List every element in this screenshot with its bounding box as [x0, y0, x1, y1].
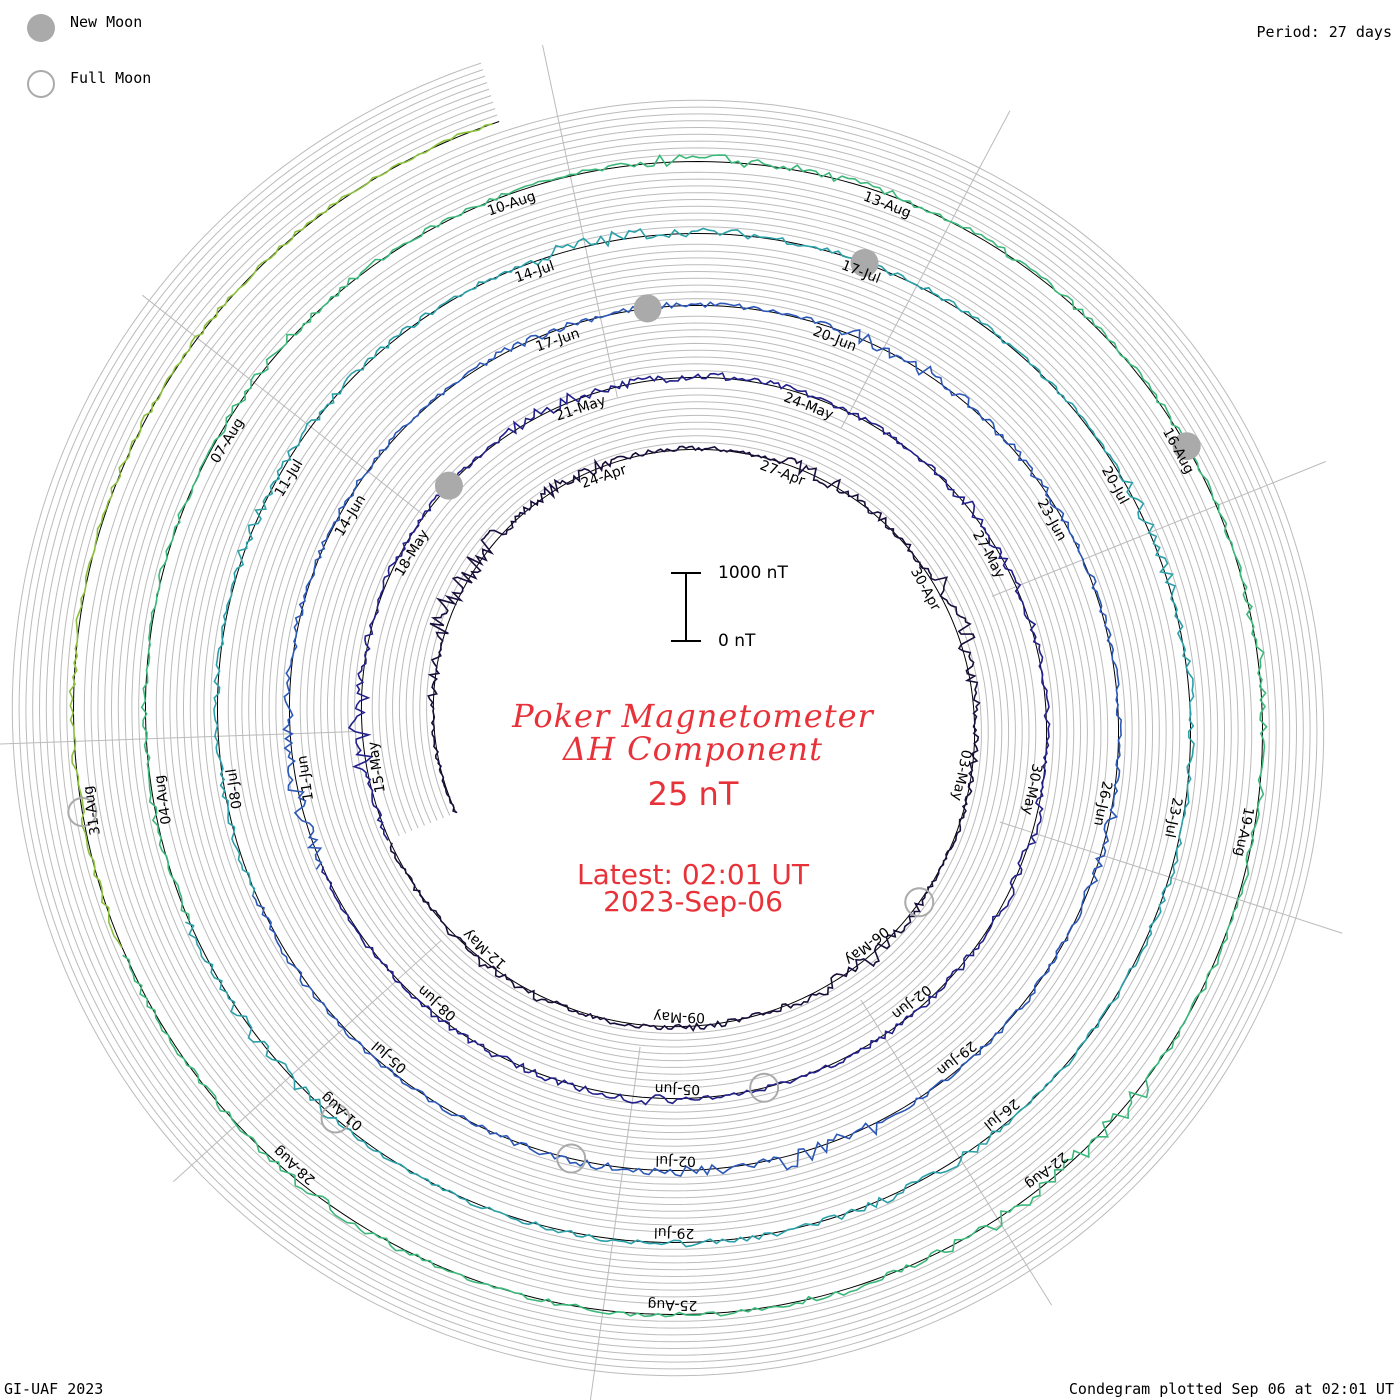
full-moon-marker — [556, 1143, 587, 1174]
date-label: 11-Jul — [272, 457, 307, 500]
grid-ring — [38, 88, 1298, 1350]
resolution-label: 25 nT — [647, 775, 739, 813]
new-moon-marker — [434, 471, 463, 500]
scale-top-label: 1000 nT — [718, 563, 788, 583]
copyright-label: GI-UAF 2023 — [4, 1380, 104, 1398]
full-moon-marker — [904, 887, 935, 918]
date-label: 08-Jul — [224, 768, 246, 811]
scale-bottom-label: 0 nT — [718, 631, 756, 651]
radial-spoke — [0, 731, 357, 745]
date-label: 19-Aug — [1231, 806, 1256, 858]
grid-ring — [11, 62, 1325, 1377]
grid-ring — [25, 75, 1311, 1363]
grid-ring — [18, 69, 1318, 1370]
date-label: 23-Jul — [1161, 796, 1185, 839]
period-label: Period: 27 days — [1256, 23, 1392, 41]
activity-trace — [321, 372, 1051, 1106]
new-moon-icon — [27, 14, 55, 42]
plotted-timestamp: Condegram plotted Sep 06 at 02:01 UT — [1068, 1380, 1394, 1398]
magnetometer-traces — [68, 123, 1268, 1318]
grid-ring — [66, 114, 1270, 1322]
scale-bar — [671, 572, 701, 642]
activity-trace — [68, 123, 493, 949]
date-label: 02-Jul — [655, 1152, 696, 1169]
radial-spokes — [0, 44, 1343, 1400]
radial-spoke — [860, 999, 1053, 1306]
latest-date-label: 2023-Sep-06 — [603, 885, 783, 918]
date-label: 15-May — [365, 740, 389, 794]
date-label: 30-Apr — [907, 565, 944, 614]
date-label: 09-May — [653, 1008, 705, 1025]
radial-spoke — [840, 110, 1011, 429]
date-label: 31-Aug — [80, 785, 103, 837]
radial-spoke — [141, 294, 427, 518]
new-moon-marker — [850, 248, 879, 277]
activity-trace — [185, 227, 1195, 1248]
full-moon-legend-label: Full Moon — [70, 69, 152, 87]
moon-phase-markers — [67, 248, 1201, 1174]
grid-ring — [52, 101, 1284, 1336]
date-label: 05-Jun — [654, 1080, 700, 1097]
new-moon-marker — [1172, 432, 1201, 461]
grid-ring — [59, 108, 1277, 1329]
radial-spoke — [991, 461, 1326, 597]
chart-title-line2: ΔH Component — [562, 730, 824, 768]
date-label: 24-May — [781, 390, 835, 424]
date-label: 04-Aug — [152, 774, 175, 826]
new-moon-legend-label: New Moon — [70, 13, 143, 31]
full-moon-marker — [320, 1103, 351, 1134]
grid-ring — [32, 82, 1304, 1356]
new-moon-marker — [633, 294, 662, 323]
full-moon-marker — [749, 1072, 780, 1103]
activity-trace — [122, 153, 1268, 1318]
chart-title-line1: Poker Magnetometer — [512, 697, 874, 735]
activity-trace — [251, 301, 1123, 1177]
full-moon-icon — [27, 70, 55, 98]
latest-time-label: Latest: 02:01 UT — [576, 858, 810, 891]
activity-trace — [389, 445, 981, 1032]
date-label: 29-Jul — [654, 1224, 695, 1241]
radial-spoke — [589, 1046, 641, 1400]
date-label: 25-Aug — [647, 1296, 697, 1313]
full-moon-marker — [67, 797, 98, 828]
grid-rings — [11, 62, 1325, 1377]
grid-ring — [45, 95, 1291, 1343]
date-label: 23-Jun — [1034, 496, 1070, 544]
date-label: 11-Jun — [294, 754, 317, 801]
radial-spoke — [542, 44, 618, 398]
